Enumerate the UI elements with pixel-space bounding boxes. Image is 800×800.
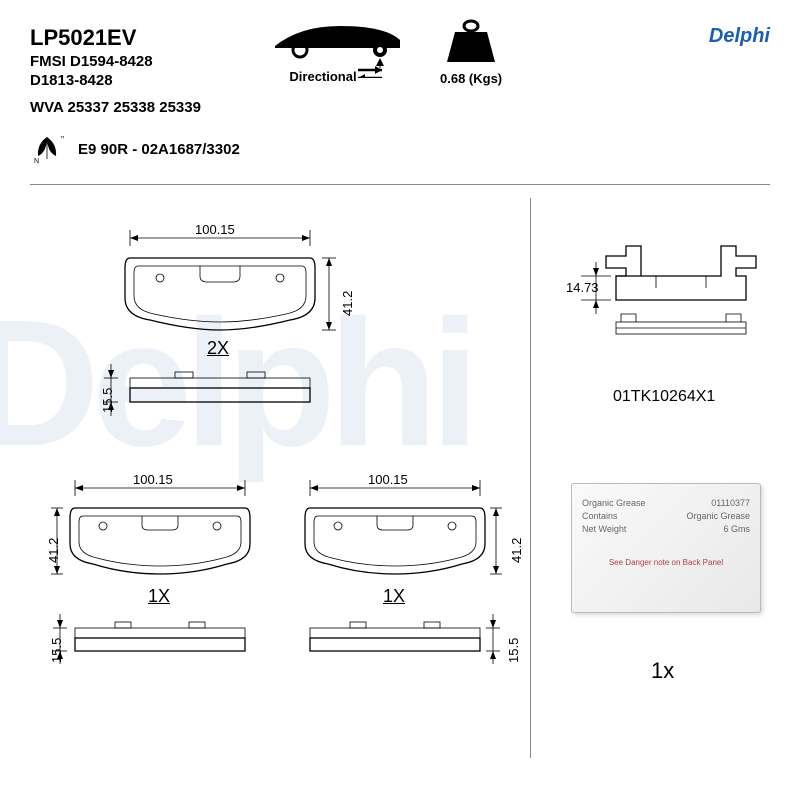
pad-top-thickness: 15.5	[100, 388, 115, 413]
horizontal-divider	[30, 184, 770, 185]
svg-text:N: N	[34, 158, 39, 164]
clip-code: 01TK10264X1	[613, 388, 715, 406]
pad-top-qty: 2X	[207, 338, 229, 359]
grease-title: Organic Grease	[582, 498, 646, 508]
pad-bottom-right-drawing	[280, 468, 510, 698]
right-area: 14.73 01TK10264X1 Organic Grease 0111037…	[531, 198, 800, 758]
certification-text: E9 90R - 02A1687/3302	[78, 141, 240, 158]
grease-danger: See Danger note on Back Panel	[582, 558, 750, 567]
pad-br-thickness: 15.5	[506, 638, 521, 663]
leaf-icon: N ™	[30, 134, 64, 164]
pad-top-width: 100.15	[195, 222, 235, 237]
grease-netweight-label: Net Weight	[582, 524, 626, 534]
pad-bl-height: 41.2	[46, 538, 61, 563]
diagram-area: 100.15 41.2 15.5 2X 100.15	[0, 198, 530, 758]
grease-code: 01110377	[711, 498, 750, 508]
pad-br-width: 100.15	[368, 472, 408, 487]
brand-logo: Delphi	[709, 25, 770, 48]
grease-netweight-value: 6 Gms	[723, 524, 750, 534]
pad-bottom-left-drawing	[45, 468, 275, 698]
weight-icon-block: 0.68 (Kgs)	[440, 18, 502, 86]
grease-contains-value: Organic Grease	[686, 511, 750, 521]
certification-row: N ™ E9 90R - 02A1687/3302	[30, 134, 770, 164]
axle-icon-block: Directional	[260, 18, 410, 100]
pad-bl-qty: 1X	[148, 586, 170, 607]
pad-br-height: 41.2	[509, 538, 524, 563]
clip-dim: 14.73	[566, 280, 599, 295]
icon-row: Directional 0.68 (Kgs)	[260, 18, 502, 100]
grease-qty: 1x	[651, 658, 674, 684]
pad-br-qty: 1X	[383, 586, 405, 607]
pad-bl-width: 100.15	[133, 472, 173, 487]
pad-top-height: 41.2	[340, 291, 355, 316]
directional-label: Directional	[248, 69, 398, 84]
header: LP5021EV FMSI D1594-8428 D1813-8428 WVA …	[0, 0, 800, 174]
pad-top-drawing	[90, 218, 350, 448]
clip-drawing	[561, 228, 781, 388]
wva-line: WVA 25337 25338 25339	[30, 99, 770, 116]
grease-contains-label: Contains	[582, 511, 618, 521]
svg-text:™: ™	[60, 135, 64, 142]
weight-value: 0.68 (Kgs)	[440, 71, 502, 86]
grease-packet: Organic Grease 01110377 Contains Organic…	[571, 483, 761, 613]
pad-bl-thickness: 15.5	[49, 638, 64, 663]
weight-icon	[441, 18, 501, 68]
